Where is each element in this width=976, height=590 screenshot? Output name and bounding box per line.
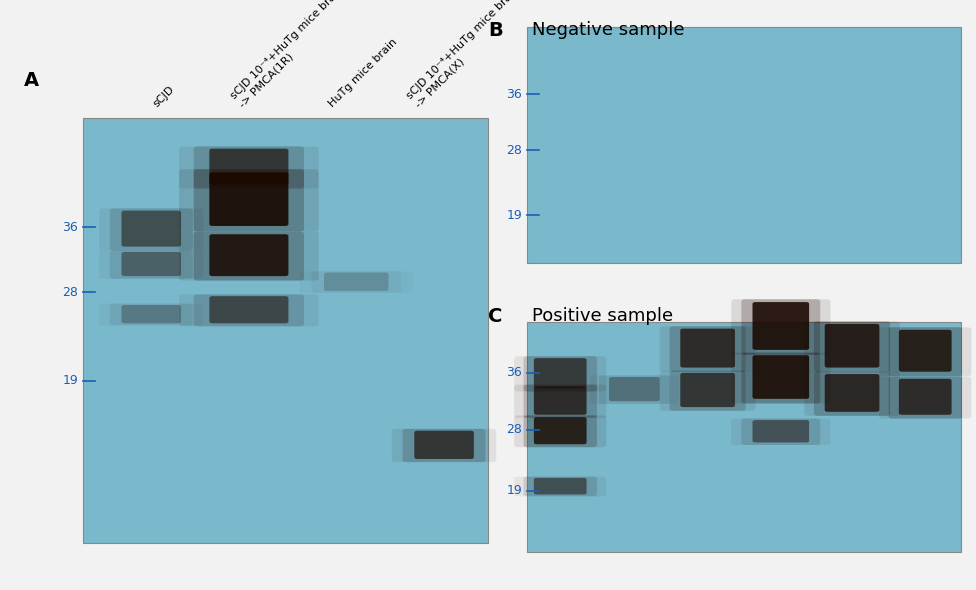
FancyBboxPatch shape — [523, 477, 597, 496]
Text: 36: 36 — [62, 221, 78, 234]
FancyBboxPatch shape — [180, 294, 318, 326]
Text: 36: 36 — [507, 366, 522, 379]
FancyBboxPatch shape — [194, 294, 305, 326]
Text: HuTg mice brain: HuTg mice brain — [327, 37, 399, 109]
FancyBboxPatch shape — [415, 431, 474, 459]
FancyBboxPatch shape — [523, 415, 597, 447]
Text: sCJD 10⁻⁴+HuTg mice brain
-> PMCA(X): sCJD 10⁻⁴+HuTg mice brain -> PMCA(X) — [405, 0, 530, 109]
Bar — [527, 322, 961, 552]
FancyBboxPatch shape — [670, 326, 746, 372]
FancyBboxPatch shape — [752, 302, 809, 350]
FancyBboxPatch shape — [752, 420, 809, 442]
FancyBboxPatch shape — [752, 355, 809, 399]
FancyBboxPatch shape — [324, 273, 388, 291]
FancyBboxPatch shape — [731, 299, 831, 355]
Text: A: A — [24, 71, 39, 90]
Text: sCJD 10⁻⁴+HuTg mice brain
-> PMCA(1R): sCJD 10⁻⁴+HuTg mice brain -> PMCA(1R) — [229, 0, 354, 109]
FancyBboxPatch shape — [609, 377, 660, 401]
FancyBboxPatch shape — [899, 379, 952, 415]
Bar — [83, 118, 488, 543]
Text: sCJD: sCJD — [151, 84, 177, 109]
Text: 19: 19 — [507, 209, 522, 222]
FancyBboxPatch shape — [514, 356, 606, 392]
FancyBboxPatch shape — [210, 172, 289, 226]
FancyBboxPatch shape — [825, 324, 879, 368]
FancyBboxPatch shape — [180, 169, 318, 231]
Text: 36: 36 — [507, 88, 522, 101]
FancyBboxPatch shape — [814, 372, 890, 416]
FancyBboxPatch shape — [731, 353, 831, 404]
FancyBboxPatch shape — [180, 232, 318, 280]
FancyBboxPatch shape — [514, 415, 606, 447]
FancyBboxPatch shape — [899, 330, 952, 372]
FancyBboxPatch shape — [804, 372, 900, 416]
FancyBboxPatch shape — [514, 385, 606, 418]
FancyBboxPatch shape — [514, 477, 606, 496]
Text: Positive sample: Positive sample — [532, 307, 673, 325]
FancyBboxPatch shape — [742, 299, 820, 355]
FancyBboxPatch shape — [599, 375, 670, 404]
FancyBboxPatch shape — [680, 373, 735, 407]
FancyBboxPatch shape — [109, 304, 193, 326]
FancyBboxPatch shape — [534, 386, 587, 415]
Text: C: C — [488, 307, 503, 326]
FancyBboxPatch shape — [194, 232, 305, 280]
FancyBboxPatch shape — [210, 296, 289, 323]
FancyBboxPatch shape — [534, 358, 587, 388]
FancyBboxPatch shape — [825, 374, 879, 412]
FancyBboxPatch shape — [804, 322, 900, 372]
FancyBboxPatch shape — [534, 417, 587, 444]
FancyBboxPatch shape — [392, 429, 497, 462]
FancyBboxPatch shape — [109, 250, 193, 279]
FancyBboxPatch shape — [523, 385, 597, 418]
Text: Negative sample: Negative sample — [532, 21, 684, 39]
FancyBboxPatch shape — [122, 305, 182, 323]
Text: 19: 19 — [507, 484, 522, 497]
FancyBboxPatch shape — [210, 149, 289, 185]
FancyBboxPatch shape — [680, 329, 735, 368]
Text: 19: 19 — [62, 374, 78, 387]
FancyBboxPatch shape — [100, 208, 204, 250]
FancyBboxPatch shape — [742, 418, 820, 445]
FancyBboxPatch shape — [534, 478, 587, 494]
FancyBboxPatch shape — [879, 327, 971, 376]
Text: 28: 28 — [507, 423, 522, 436]
FancyBboxPatch shape — [194, 169, 305, 231]
FancyBboxPatch shape — [670, 371, 746, 411]
Bar — [527, 27, 961, 263]
FancyBboxPatch shape — [122, 252, 182, 276]
FancyBboxPatch shape — [814, 322, 890, 372]
FancyBboxPatch shape — [210, 234, 289, 276]
FancyBboxPatch shape — [660, 371, 755, 411]
Text: 28: 28 — [507, 144, 522, 157]
FancyBboxPatch shape — [180, 146, 318, 189]
FancyBboxPatch shape — [109, 208, 193, 250]
FancyBboxPatch shape — [888, 376, 962, 419]
FancyBboxPatch shape — [879, 376, 971, 419]
FancyBboxPatch shape — [742, 353, 820, 404]
FancyBboxPatch shape — [523, 356, 597, 392]
FancyBboxPatch shape — [122, 211, 182, 247]
FancyBboxPatch shape — [660, 326, 755, 372]
Text: B: B — [488, 21, 503, 40]
FancyBboxPatch shape — [888, 327, 962, 376]
FancyBboxPatch shape — [194, 146, 305, 189]
Text: 28: 28 — [62, 286, 78, 299]
FancyBboxPatch shape — [731, 418, 831, 445]
FancyBboxPatch shape — [403, 429, 486, 462]
